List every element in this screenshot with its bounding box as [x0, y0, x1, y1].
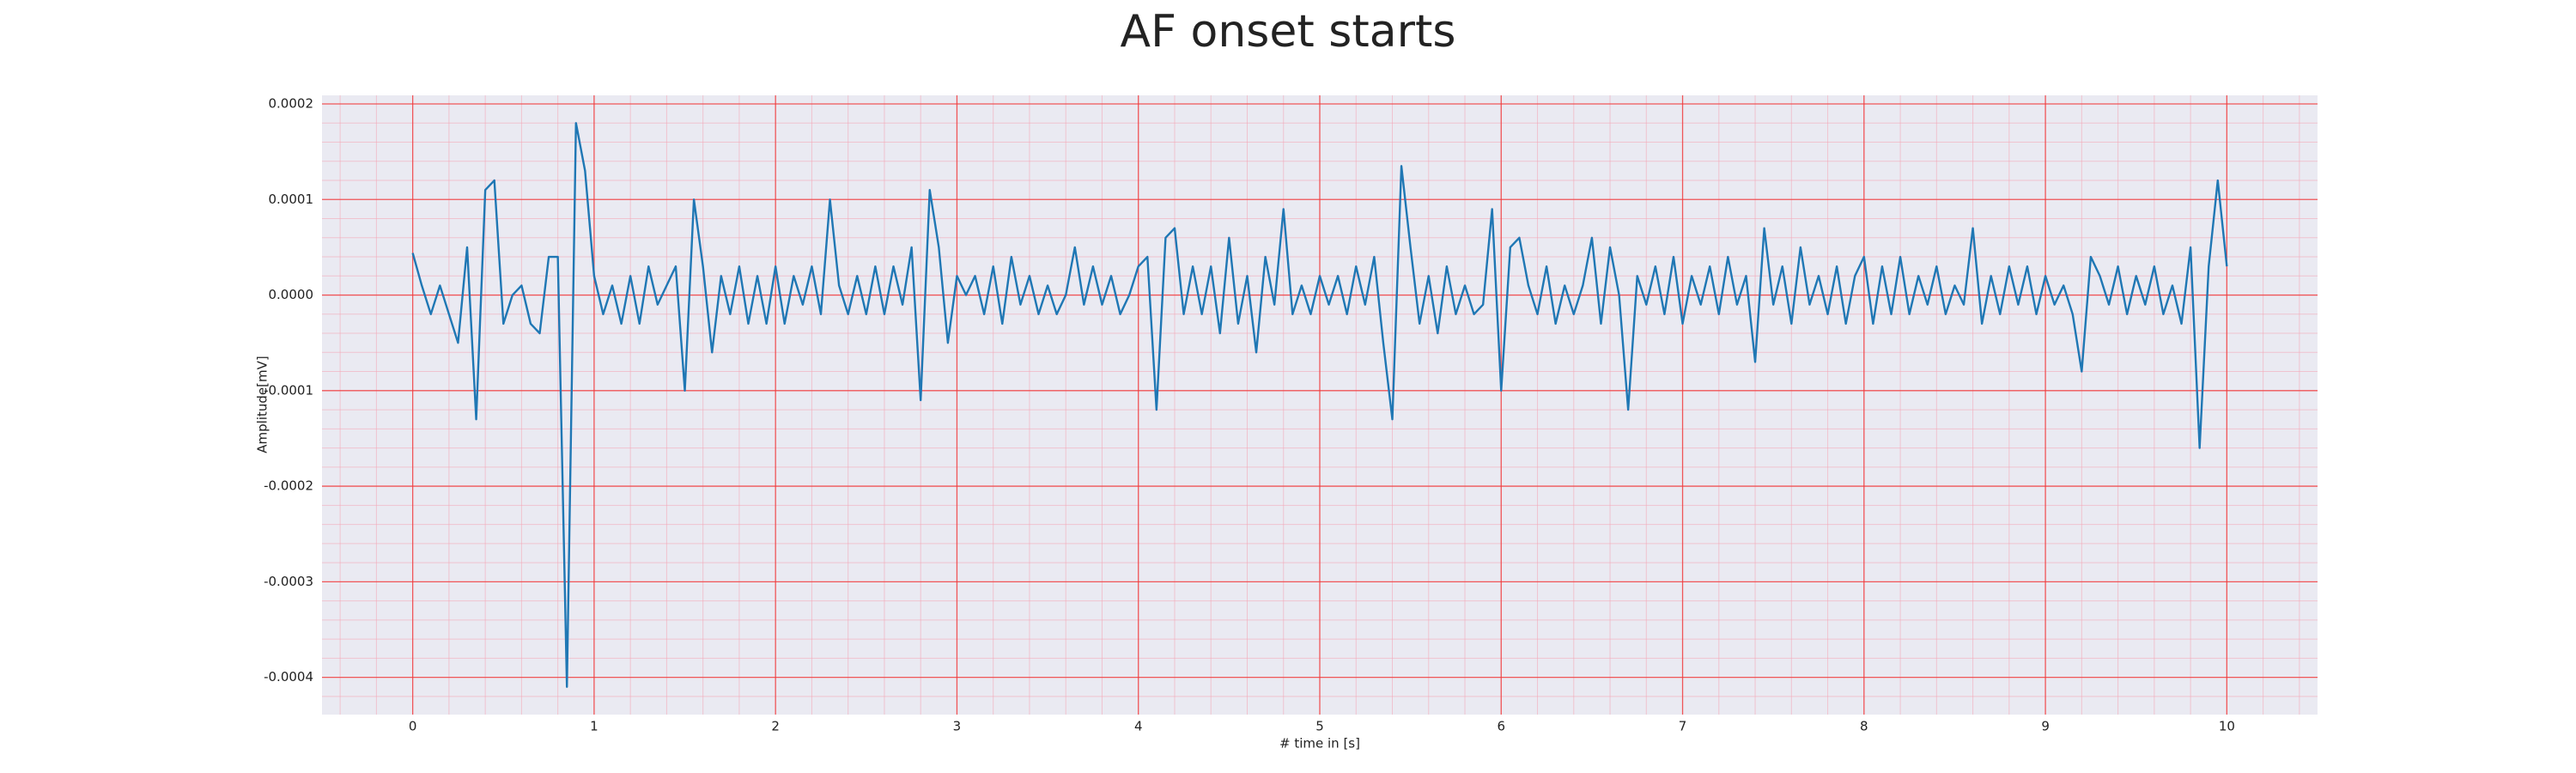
x-tick-label: 1 — [590, 719, 598, 734]
y-tick-label: -0.0004 — [264, 669, 313, 685]
x-tick-label: 2 — [771, 719, 780, 734]
y-tick-label: 0.0002 — [269, 96, 314, 112]
plot-lines — [411, 122, 2228, 688]
y-tick-label: -0.0002 — [264, 478, 313, 494]
x-tick-label: 4 — [1134, 719, 1143, 734]
tick-labels: 0 1 2 3 4 5 6 7 8 9 10 0.0002 0.0001 0.0000 -0.0001 -0.… — [264, 96, 2235, 734]
x-tick-label: 9 — [2041, 719, 2050, 734]
y-tick-label: -0.0003 — [264, 574, 313, 589]
y-tick-label: -0.0001 — [264, 382, 313, 398]
y-tick-label: 0.0000 — [269, 287, 314, 302]
x-tick-label: 7 — [1679, 719, 1687, 734]
x-axis-label: # time in [s] — [1279, 736, 1360, 752]
x-tick-label: 5 — [1315, 719, 1324, 734]
x-tick-label: 3 — [953, 719, 962, 734]
y-tick-label: 0.0001 — [269, 192, 314, 207]
x-tick-label: 0 — [409, 719, 417, 734]
signal-line — [411, 122, 2228, 688]
x-tick-label: 8 — [1860, 719, 1868, 734]
chart-title: AF onset starts — [1121, 6, 1456, 58]
y-axis-label: Amplitude[mV] — [255, 356, 270, 453]
x-tick-label: 10 — [2219, 719, 2235, 734]
x-tick-label: 6 — [1497, 719, 1505, 734]
